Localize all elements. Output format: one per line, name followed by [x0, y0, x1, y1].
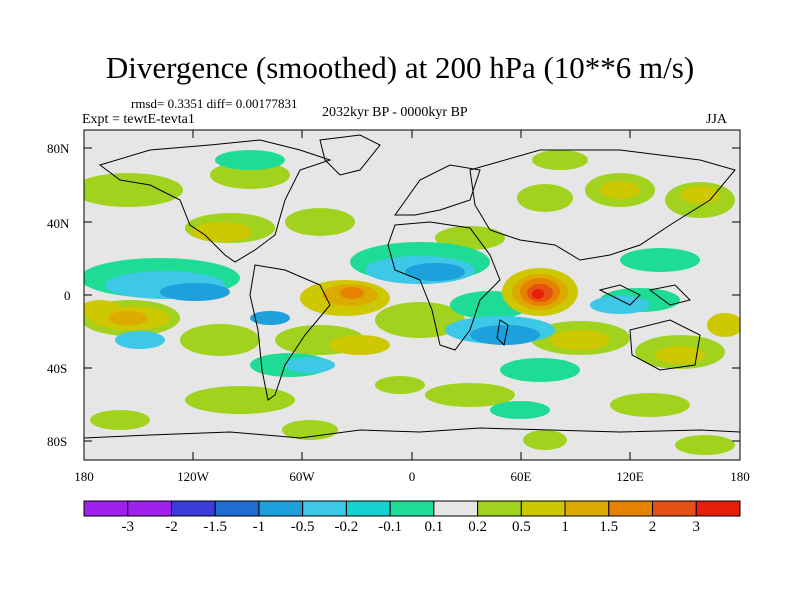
field-region	[375, 376, 425, 394]
colorbar-swatch	[564, 500, 610, 517]
field-region	[90, 410, 150, 430]
colorbar-label: 1.5	[599, 519, 619, 535]
coastline-europe	[394, 164, 481, 216]
divergence-field	[84, 134, 740, 455]
period-label: 2032kyr BP - 0000kyr BP	[322, 105, 468, 120]
colorbar-swatch	[477, 500, 522, 517]
coastline-greenland	[319, 134, 381, 176]
colorbar-label: 0.1	[424, 519, 444, 535]
field-region	[84, 173, 183, 207]
colorbar-swatch	[520, 500, 566, 517]
colorbar-label: -1.5	[203, 519, 228, 535]
field-region	[340, 287, 364, 299]
field-region	[655, 346, 705, 364]
lat-label-80s: 80S	[47, 434, 68, 449]
colorbar-swatch	[214, 500, 260, 517]
colorbar-label: -0.5	[290, 519, 315, 535]
map-title: Divergence (smoothed) at 200 hPa (10**6 …	[105, 50, 695, 85]
colorbar	[83, 500, 741, 517]
field-region	[490, 401, 550, 419]
colorbar-swatch	[652, 500, 697, 517]
field-region	[532, 289, 544, 299]
colorbar-swatch	[127, 500, 172, 517]
lat-label-40n: 40N	[47, 216, 70, 231]
coastline-islands	[648, 284, 691, 306]
coastline-north-america	[98, 139, 332, 263]
field-region	[180, 324, 260, 356]
field-region	[532, 150, 588, 170]
field-region	[610, 393, 690, 417]
coastline-australia	[629, 319, 701, 371]
field-region	[330, 335, 390, 355]
lon-label-60w: 60W	[289, 469, 315, 484]
colorbar-label: 3	[692, 519, 701, 535]
lat-label-80n: 80N	[47, 141, 70, 156]
colorbar-swatch	[695, 500, 741, 517]
field-region	[550, 330, 610, 350]
field-region	[620, 248, 700, 272]
colorbar-label: 0.2	[468, 519, 487, 535]
coastline-asia	[469, 149, 736, 261]
field-region	[375, 302, 465, 338]
coastline-africa	[387, 221, 501, 351]
colorbar-swatch	[389, 500, 435, 517]
field-region	[470, 325, 540, 345]
colorbar-label: -2	[165, 519, 178, 535]
season-label: JJA	[706, 112, 728, 127]
field-region	[215, 150, 285, 170]
lon-label-180w: 180	[74, 469, 94, 484]
colorbar-swatch	[433, 500, 479, 517]
lat-label-40s: 40S	[47, 361, 68, 376]
colorbar-swatch	[608, 500, 654, 517]
colorbar-swatch	[302, 500, 347, 517]
lon-label-120w: 120W	[177, 469, 209, 484]
coastline-antarctica	[84, 427, 740, 439]
field-region	[285, 357, 335, 373]
colorbar-label: 1	[561, 519, 569, 535]
field-region	[108, 311, 148, 325]
field-region	[425, 383, 515, 407]
colorbar-label: 0.5	[511, 519, 531, 535]
field-region	[285, 208, 355, 236]
colorbar-label: -1	[252, 519, 266, 535]
field-region	[675, 435, 735, 455]
lon-label-0: 0	[408, 469, 416, 484]
coastlines	[84, 134, 740, 439]
field-region	[600, 181, 640, 199]
lat-label-0: 0	[64, 288, 71, 303]
field-region	[405, 263, 465, 281]
field-region	[590, 296, 650, 314]
coastline-south-america	[249, 264, 331, 401]
coastline-madagascar	[496, 319, 509, 347]
lon-label-60e: 60E	[510, 469, 532, 484]
field-region	[523, 430, 567, 450]
field-region	[115, 331, 165, 349]
colorbar-swatch	[258, 500, 304, 517]
field-region	[707, 313, 740, 337]
colorbar-swatch	[83, 500, 129, 517]
field-region	[250, 311, 290, 325]
field-region	[517, 184, 573, 212]
coastline-islands	[598, 284, 641, 306]
experiment-label: Expt = tewtE-tevta1	[82, 112, 195, 127]
colorbar-label: -0.2	[334, 519, 359, 535]
colorbar-label: -0.1	[378, 519, 402, 535]
colorbar-label: 2	[648, 519, 657, 535]
field-region	[500, 358, 580, 382]
lon-label-180e: 180	[730, 469, 750, 484]
colorbar-swatch	[170, 500, 216, 517]
axis-ticks	[84, 130, 740, 460]
field-region	[160, 283, 230, 301]
colorbar-swatch	[345, 500, 391, 517]
colorbar-label: -3	[121, 519, 134, 535]
lon-label-120e: 120E	[616, 469, 644, 484]
field-region	[435, 226, 505, 250]
field-region	[185, 386, 295, 414]
stats-label: rmsd= 0.3351 diff= 0.00177831	[131, 96, 298, 111]
